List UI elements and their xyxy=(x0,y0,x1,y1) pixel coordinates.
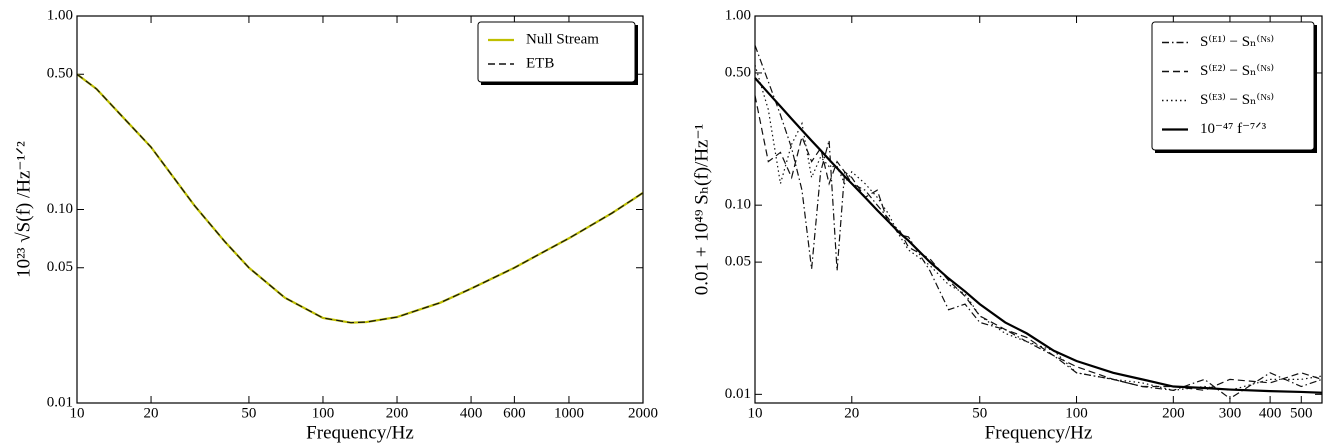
legend-text: S⁽ᴱ²⁾ − Sₙ⁽ᴺˢ⁾ xyxy=(1200,62,1274,79)
legend-box xyxy=(477,21,636,83)
y-tick-label: 0.10 xyxy=(47,201,73,217)
y-tick-label: 1.00 xyxy=(47,7,73,23)
x-tick-label: 50 xyxy=(972,405,987,421)
y-axis-label: 0.01 + 10⁴⁹ Sₕ(f)/Hz⁻¹ xyxy=(691,124,712,296)
x-tick-label: 100 xyxy=(312,405,335,421)
y-tick-label: 0.05 xyxy=(725,254,751,270)
panel: 10 20 50 100 200 400 600 1000 2000 0.01 0.05 0.10 0.… xyxy=(13,7,658,443)
series-line xyxy=(754,45,1323,400)
legend-text: Null Stream xyxy=(526,31,599,47)
legend-text: 10⁻⁴⁷ f⁻⁷ᐟ³ xyxy=(1200,121,1267,137)
y-tick-label: 0.10 xyxy=(725,197,751,213)
plot-frame xyxy=(754,15,1323,404)
y-tick-label: 0.50 xyxy=(47,66,73,82)
y-axis-label: 10²³ √S(f) /Hz⁻¹ᐟ² xyxy=(13,141,34,278)
y-tick-label: 0.01 xyxy=(725,386,751,402)
x-tick-label: 50 xyxy=(241,405,256,421)
plot-frame xyxy=(76,15,644,404)
x-tick-label: 20 xyxy=(844,405,859,421)
x-tick-label: 10 xyxy=(70,405,85,421)
series-line xyxy=(754,77,1323,394)
y-tick-label: 0.50 xyxy=(725,64,751,80)
x-tick-label: 400 xyxy=(1259,405,1282,421)
series-line xyxy=(754,95,1323,391)
x-tick-label: 500 xyxy=(1290,405,1313,421)
x-tick-label: 200 xyxy=(1162,405,1185,421)
x-tick-label: 10 xyxy=(748,405,763,421)
x-axis-label: Frequency/Hz xyxy=(306,422,414,443)
legend-text: S⁽ᴱ¹⁾ − Sₙ⁽ᴺˢ⁾ xyxy=(1200,33,1274,50)
x-tick-label: 1000 xyxy=(554,405,584,421)
y-tick-label: 1.00 xyxy=(725,7,751,23)
series-line xyxy=(754,64,1323,391)
series-line xyxy=(76,73,644,324)
series-line xyxy=(76,73,644,324)
y-tick-label: 0.01 xyxy=(47,394,73,410)
x-tick-label: 200 xyxy=(386,405,409,421)
panel: 10 20 50 100 200 300 400 500 0.01 0.05 0.10 0.50 1.0… xyxy=(691,7,1323,443)
x-axis-label: Frequency/Hz xyxy=(985,422,1093,443)
legend-text: ETB xyxy=(526,55,554,71)
x-tick-label: 300 xyxy=(1219,405,1242,421)
x-tick-label: 20 xyxy=(144,405,159,421)
legend-text: S⁽ᴱ³⁾ − Sₙ⁽ᴺˢ⁾ xyxy=(1200,91,1274,108)
x-tick-label: 100 xyxy=(1065,405,1088,421)
legend-box xyxy=(1151,21,1315,151)
x-tick-label: 2000 xyxy=(628,405,658,421)
x-tick-label: 400 xyxy=(460,405,483,421)
y-tick-label: 0.05 xyxy=(47,259,73,275)
x-tick-label: 600 xyxy=(503,405,526,421)
